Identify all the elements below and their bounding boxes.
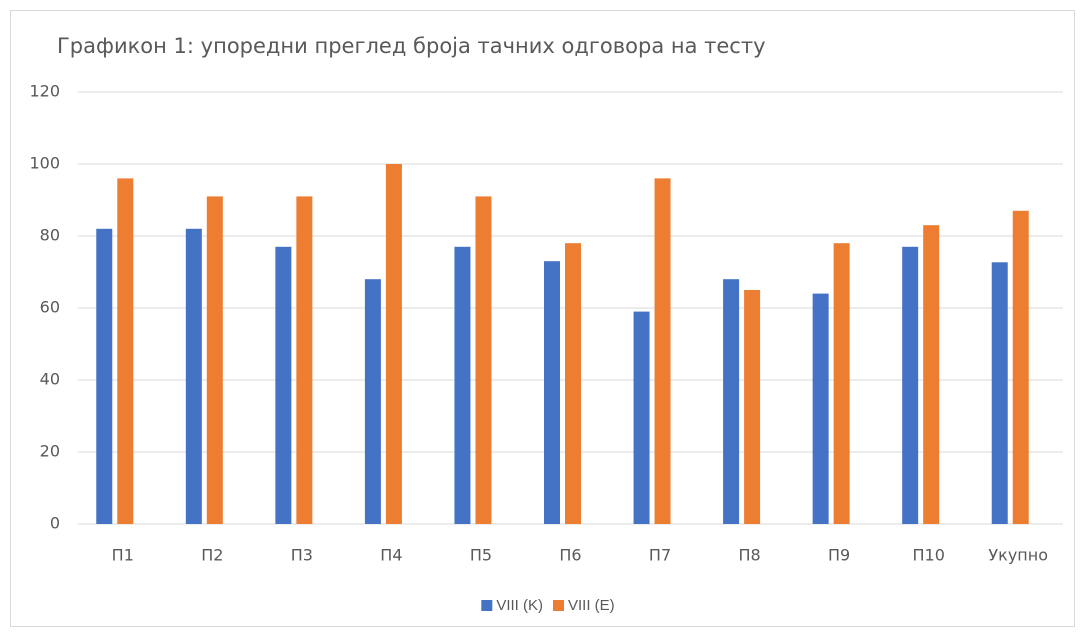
x-tick-label: П7 xyxy=(649,546,671,565)
bar xyxy=(96,228,113,525)
y-tick-label: 80 xyxy=(40,226,60,245)
bar xyxy=(385,164,402,524)
x-tick-label: П4 xyxy=(380,546,402,565)
y-tick-label: 20 xyxy=(40,442,60,461)
x-tick-label: П10 xyxy=(912,546,944,565)
legend-label: VIII (E) xyxy=(568,597,615,614)
bar xyxy=(902,246,919,525)
bar xyxy=(296,196,313,524)
bar xyxy=(185,228,202,525)
y-tick-label: 60 xyxy=(40,298,60,317)
x-tick-label: П3 xyxy=(291,546,313,565)
y-tick-label: 100 xyxy=(29,154,60,173)
bar xyxy=(744,290,761,524)
bar xyxy=(633,311,650,524)
chart-title: Графикон 1: упоредни преглед броја тачни… xyxy=(57,34,766,58)
bar xyxy=(723,279,740,524)
bar xyxy=(923,225,940,524)
bar xyxy=(206,196,223,524)
y-tick-label: 120 xyxy=(29,82,60,101)
bar xyxy=(544,261,560,524)
x-tick-label: П9 xyxy=(828,546,850,565)
bar xyxy=(565,243,581,524)
bar xyxy=(1012,210,1029,525)
x-tick-label: П5 xyxy=(470,546,492,565)
x-tick-label: П1 xyxy=(112,546,134,565)
x-tick-label: П2 xyxy=(201,546,223,565)
x-tick-label: Укупно xyxy=(988,546,1048,565)
bar xyxy=(833,243,850,524)
legend-swatch xyxy=(553,600,564,611)
bar xyxy=(275,246,292,525)
bar xyxy=(454,246,471,525)
legend-label: VIII (K) xyxy=(496,597,543,614)
legend-swatch xyxy=(481,600,493,611)
x-tick-label: П6 xyxy=(559,546,581,565)
bar xyxy=(812,293,829,524)
x-tick-label: П8 xyxy=(738,546,760,565)
bar xyxy=(475,196,492,524)
bar xyxy=(654,178,671,524)
y-tick-label: 40 xyxy=(40,370,60,389)
bar xyxy=(364,279,381,524)
bar xyxy=(991,262,1008,524)
y-tick-label: 0 xyxy=(50,514,60,533)
bar xyxy=(117,178,134,524)
